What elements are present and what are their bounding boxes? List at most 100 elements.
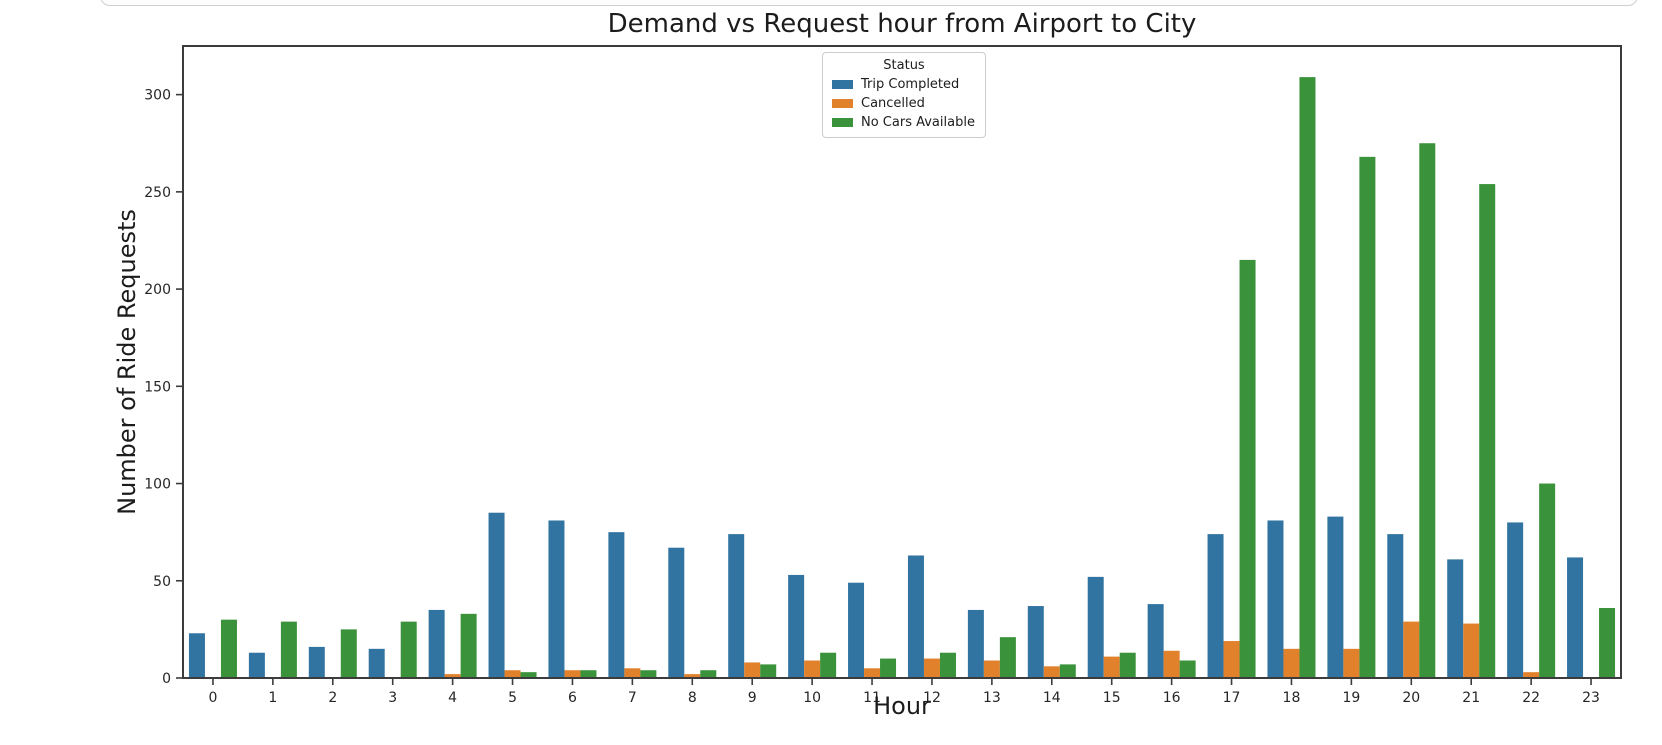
x-tick-label: 11 [863, 690, 881, 706]
x-tick-label: 3 [388, 690, 397, 706]
x-tick-label: 8 [688, 690, 697, 706]
y-tick-label: 200 [144, 282, 171, 298]
bar-trip-completed-hour-14 [1027, 606, 1044, 678]
bar-cancelled-hour-15 [1103, 656, 1120, 678]
x-tick-label: 16 [1163, 690, 1181, 706]
bar-trip-completed-hour-10 [788, 574, 805, 678]
x-tick-label: 15 [1103, 690, 1121, 706]
bar-trip-completed-hour-7 [608, 532, 625, 678]
bar-trip-completed-hour-15 [1087, 576, 1104, 678]
bar-cancelled-hour-9 [744, 662, 761, 678]
bar-trip-completed-hour-4 [428, 609, 445, 678]
legend-label-trip-completed: Trip Completed [861, 77, 960, 92]
x-tick-label: 21 [1462, 690, 1480, 706]
bar-trip-completed-hour-5 [488, 512, 505, 678]
bar-no-cars-available-hour-18 [1299, 77, 1316, 679]
x-tick-label: 2 [328, 690, 337, 706]
bar-no-cars-available-hour-9 [760, 664, 777, 678]
bar-trip-completed-hour-0 [188, 633, 205, 678]
bar-cancelled-hour-12 [923, 658, 940, 678]
bar-cancelled-hour-19 [1343, 648, 1360, 678]
x-tick-label: 23 [1582, 690, 1600, 706]
bar-no-cars-available-hour-13 [999, 637, 1016, 678]
x-tick-label: 17 [1223, 690, 1241, 706]
x-tick-label: 0 [208, 690, 217, 706]
x-tick-label: 20 [1402, 690, 1420, 706]
bar-cancelled-hour-10 [804, 660, 821, 678]
bar-trip-completed-hour-16 [1147, 604, 1164, 678]
axes-frame [182, 45, 1622, 679]
bar-no-cars-available-hour-5 [520, 672, 537, 678]
bar-cancelled-hour-8 [684, 674, 701, 678]
bar-cancelled-hour-4 [444, 674, 461, 678]
x-tick-label: 22 [1522, 690, 1540, 706]
y-tick-label: 250 [144, 185, 171, 201]
bar-cancelled-hour-20 [1403, 621, 1420, 678]
legend: Status Trip Completed Cancelled No Cars … [822, 52, 986, 138]
legend-label-no-cars-available: No Cars Available [861, 115, 975, 130]
bar-no-cars-available-hour-8 [700, 670, 717, 678]
bar-trip-completed-hour-3 [368, 648, 385, 678]
bar-no-cars-available-hour-2 [340, 629, 357, 678]
y-tick-label: 300 [144, 88, 171, 104]
bar-no-cars-available-hour-20 [1419, 143, 1436, 679]
bar-trip-completed-hour-13 [967, 609, 984, 678]
legend-swatch-trip-completed-icon [832, 80, 853, 89]
bar-trip-completed-hour-20 [1387, 534, 1404, 678]
x-axis-label: Hour [873, 692, 931, 720]
bar-no-cars-available-hour-10 [820, 652, 837, 678]
y-tick-label: 100 [144, 477, 171, 493]
bar-no-cars-available-hour-4 [460, 613, 477, 678]
bar-trip-completed-hour-1 [248, 652, 265, 678]
bar-trip-completed-hour-2 [308, 646, 325, 678]
x-tick-label: 18 [1283, 690, 1301, 706]
y-tick-label: 50 [153, 574, 171, 590]
bar-cancelled-hour-11 [864, 668, 881, 678]
legend-swatch-no-cars-available-icon [832, 118, 853, 127]
bar-no-cars-available-hour-15 [1119, 652, 1136, 678]
bar-no-cars-available-hour-6 [580, 670, 597, 678]
x-tick-label: 12 [923, 690, 941, 706]
bar-cancelled-hour-13 [983, 660, 1000, 678]
bar-cancelled-hour-18 [1283, 648, 1300, 678]
bar-trip-completed-hour-12 [907, 555, 924, 678]
bar-no-cars-available-hour-21 [1479, 184, 1496, 678]
bar-no-cars-available-hour-19 [1359, 156, 1376, 679]
bar-no-cars-available-hour-0 [220, 619, 237, 678]
bar-trip-completed-hour-23 [1567, 557, 1584, 678]
bar-cancelled-hour-14 [1043, 666, 1060, 678]
legend-swatch-cancelled-icon [832, 99, 853, 108]
bar-no-cars-available-hour-16 [1179, 660, 1196, 678]
bar-no-cars-available-hour-23 [1599, 607, 1616, 678]
x-tick-label: 19 [1342, 690, 1360, 706]
x-tick-label: 13 [983, 690, 1001, 706]
legend-item-cancelled: Cancelled [832, 96, 976, 111]
x-tick-label: 1 [268, 690, 277, 706]
bar-no-cars-available-hour-7 [640, 670, 657, 678]
bar-trip-completed-hour-17 [1207, 534, 1224, 678]
bar-no-cars-available-hour-22 [1539, 483, 1556, 678]
bar-no-cars-available-hour-1 [280, 621, 297, 678]
bar-cancelled-hour-17 [1223, 641, 1240, 678]
x-tick-label: 9 [748, 690, 757, 706]
legend-item-no-cars-available: No Cars Available [832, 115, 976, 130]
bar-cancelled-hour-5 [504, 670, 521, 678]
bar-trip-completed-hour-11 [848, 582, 865, 678]
bar-cancelled-hour-22 [1523, 672, 1540, 678]
bar-trip-completed-hour-8 [668, 547, 685, 678]
x-tick-label: 4 [448, 690, 457, 706]
bar-no-cars-available-hour-11 [880, 658, 897, 678]
bar-no-cars-available-hour-17 [1239, 259, 1256, 678]
bar-trip-completed-hour-19 [1327, 516, 1344, 678]
x-tick-label: 6 [568, 690, 577, 706]
x-tick-label: 5 [508, 690, 517, 706]
bar-no-cars-available-hour-3 [400, 621, 417, 678]
chart-title: Demand vs Request hour from Airport to C… [607, 9, 1197, 39]
x-tick-label: 10 [803, 690, 821, 706]
bar-trip-completed-hour-18 [1267, 520, 1284, 678]
bar-no-cars-available-hour-14 [1059, 664, 1076, 678]
bar-trip-completed-hour-9 [728, 534, 745, 678]
x-tick-label: 7 [628, 690, 637, 706]
